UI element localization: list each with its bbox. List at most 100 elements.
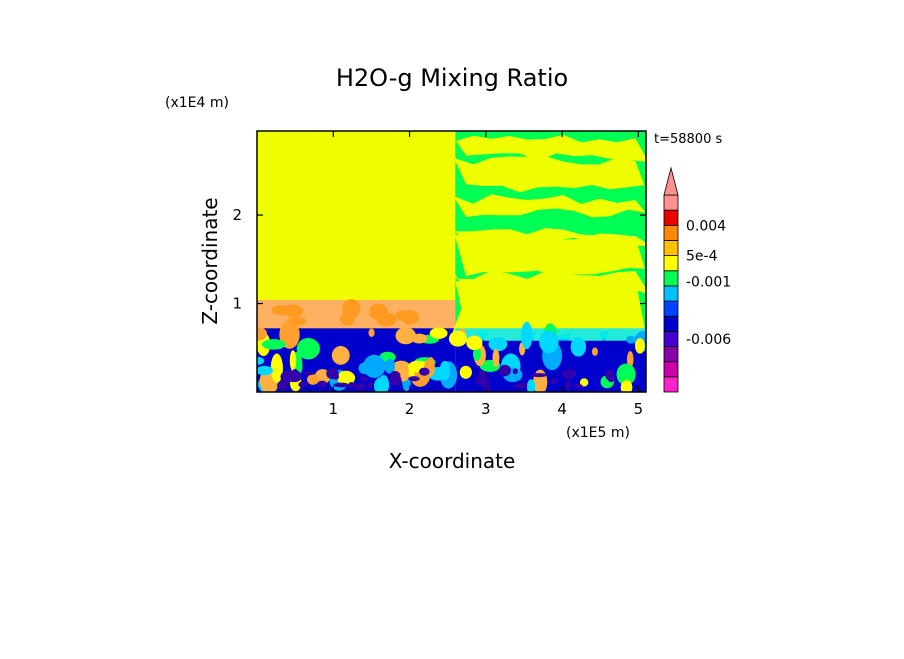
x-axis: 1 2 3 4 5	[329, 131, 644, 418]
colorbar-label: -0.001	[686, 274, 731, 290]
dry-eddy	[317, 380, 328, 388]
turbulence-blob	[331, 346, 350, 365]
x-unit-label: (x1E5 m)	[566, 425, 630, 441]
colorbar-swatch	[663, 240, 679, 257]
colorbar-swatch	[663, 285, 679, 302]
turbulence-blob	[635, 338, 645, 354]
turbulence-blob	[448, 330, 467, 347]
dry-eddy	[333, 382, 350, 388]
colorbar-swatch	[663, 270, 679, 287]
turbulence-blob	[626, 351, 634, 368]
moist-band	[455, 194, 646, 218]
x-axis-label: X-coordinate	[389, 449, 516, 473]
moist-plume	[746, 285, 778, 341]
turbulence-blob	[620, 380, 633, 392]
turbulence-blob	[488, 337, 508, 352]
turbulence-blob	[579, 378, 589, 387]
turbulence-blob	[492, 348, 500, 368]
x-tick-label: 4	[557, 400, 567, 418]
turbulence-blob	[261, 339, 286, 350]
moist-band	[455, 228, 646, 247]
dry-eddy	[512, 368, 518, 375]
moist-band	[455, 156, 646, 193]
turbulence-blob	[570, 337, 587, 357]
dry-eddy	[573, 383, 583, 389]
dry-eddy	[291, 368, 299, 381]
colorbar-label: 5e-4	[686, 249, 718, 265]
y-axis: 12	[232, 206, 646, 313]
dry-eddy	[353, 383, 367, 390]
dry-eddy	[605, 369, 614, 381]
moist-band	[455, 134, 646, 162]
plot-frame	[256, 130, 647, 393]
x-tick-label: 3	[481, 400, 491, 418]
colorbar-swatch	[663, 346, 679, 363]
chart-title: H2O-g Mixing Ratio	[336, 64, 568, 92]
dry-eddy	[360, 376, 369, 382]
colorbar-swatch	[663, 376, 679, 393]
y-tick-label: 2	[232, 206, 242, 224]
x-tick-label: 2	[405, 400, 415, 418]
turbulence-blob	[459, 365, 472, 379]
turbulence-blob	[539, 330, 559, 354]
turbulence-blob	[289, 350, 297, 371]
dry-eddy	[562, 369, 576, 379]
colorbar-swatch	[663, 300, 679, 317]
turbulence-blob	[368, 328, 375, 338]
moist-band	[455, 233, 646, 278]
turbulence-blob	[279, 320, 300, 349]
moist-bump	[342, 299, 361, 319]
colorbar: 0.004 5e-4 -0.001 -0.006	[663, 166, 731, 393]
turbulence-blob	[395, 327, 416, 345]
turbulence-blob	[257, 356, 265, 365]
turbulence-blob	[526, 379, 536, 392]
dry-eddy	[550, 378, 558, 384]
dry-eddy	[498, 364, 511, 377]
turbulence-blob	[306, 374, 319, 385]
heatmap-field	[257, 131, 809, 392]
dry-eddy	[277, 380, 289, 390]
turbulence-blob	[466, 335, 483, 351]
x-tick-label: 1	[329, 400, 339, 418]
dry-eddy	[348, 381, 355, 388]
dry-eddy	[513, 383, 527, 389]
colorbar-swatch	[663, 255, 679, 272]
turbulence-blob	[257, 365, 274, 376]
colorbar-swatch	[663, 209, 679, 226]
turbulence-blob	[373, 377, 389, 392]
moist-bump	[287, 316, 307, 326]
time-label: t=58800 s	[654, 132, 722, 147]
colorbar-swatch	[663, 330, 679, 347]
dry-eddy	[298, 381, 308, 388]
colorbar-label: 0.004	[686, 218, 726, 234]
turbulence-blob	[626, 335, 636, 344]
turbulence-blob	[296, 337, 320, 360]
colorbar-extend-arrow	[663, 166, 679, 196]
y-tick-label: 1	[232, 295, 242, 313]
turbulence-blob	[616, 363, 636, 386]
x-tick-label: 5	[634, 400, 644, 418]
turbulence-blob	[257, 327, 268, 341]
turbulence-blob	[591, 347, 599, 356]
dry-eddy	[408, 376, 420, 382]
turbulence-blob	[270, 353, 283, 384]
moist-plume	[773, 278, 809, 340]
colorbar-swatch	[663, 315, 679, 332]
dry-eddy	[418, 367, 430, 376]
dry-eddy	[475, 377, 490, 386]
y-axis-label: Z-coordinate	[198, 197, 222, 324]
dry-eddy	[565, 379, 571, 391]
colorbar-swatch	[663, 224, 679, 241]
turbulence-blob	[363, 354, 386, 378]
colorbar-label: -0.006	[686, 332, 731, 348]
dry-eddy	[389, 374, 402, 386]
turbulence-blob	[521, 321, 533, 350]
turbulence-blob	[384, 358, 395, 374]
dry-eddy	[531, 373, 548, 378]
dry-eddy	[326, 370, 331, 378]
turbulence-blob	[472, 347, 482, 361]
moist-band	[455, 270, 646, 294]
colorbar-swatch	[663, 361, 679, 378]
